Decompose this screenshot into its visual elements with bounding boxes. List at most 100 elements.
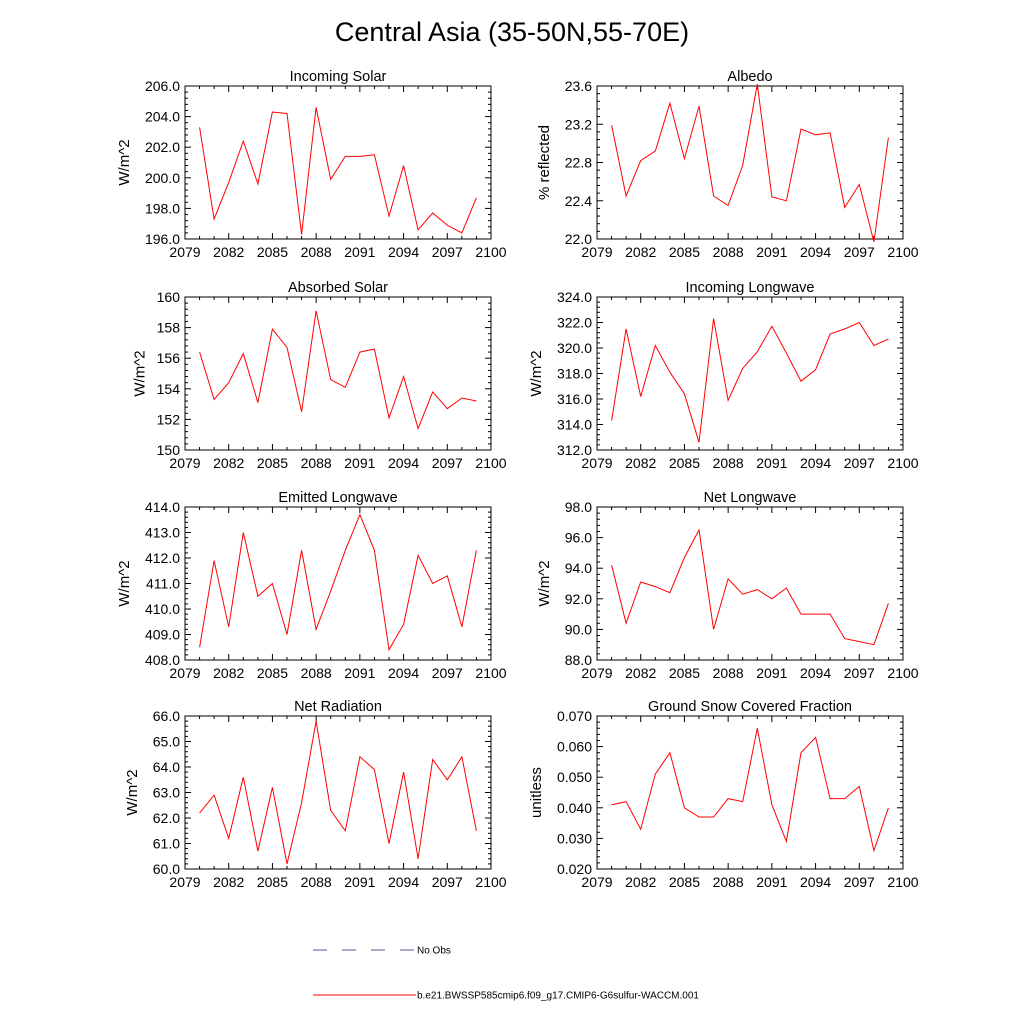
series-line (199, 107, 477, 235)
y-tick-label: 60.0 (153, 861, 180, 877)
x-tick-label: 2088 (713, 244, 744, 260)
y-tick-label: 0.070 (557, 708, 592, 724)
x-tick-label: 2094 (800, 874, 831, 890)
y-tick-label: 88.0 (565, 652, 592, 668)
y-tick-label: 66.0 (153, 708, 180, 724)
y-axis-label: W/m^2 (124, 769, 141, 815)
plot-frame (596, 715, 904, 870)
x-tick-label: 2091 (756, 874, 787, 890)
x-tick-label: 2097 (432, 665, 463, 681)
x-tick-label: 2079 (581, 665, 612, 681)
x-tick-label: 2082 (213, 874, 244, 890)
y-tick-label: 0.050 (557, 769, 592, 785)
x-tick-label: 2097 (432, 455, 463, 471)
x-tick-label: 2091 (756, 665, 787, 681)
chart-title: Incoming Longwave (686, 280, 815, 296)
x-tick-label: 2088 (713, 874, 744, 890)
x-tick-label: 2085 (257, 244, 288, 260)
x-tick-label: 2094 (388, 665, 419, 681)
y-tick-label: 414.0 (145, 499, 180, 515)
series-line (611, 318, 889, 443)
x-tick-label: 2094 (388, 874, 419, 890)
y-tick-label: 322.0 (557, 315, 592, 331)
chart-panel-ground-snow-covered-fraction: Ground Snow Covered Fraction 2079 2082 2085… (528, 699, 919, 890)
x-tick-label: 2082 (625, 244, 656, 260)
y-tick-label: 23.6 (565, 78, 592, 94)
x-tick-label: 2085 (669, 874, 700, 890)
x-tick-label: 2082 (213, 455, 244, 471)
y-tick-label: 152 (157, 411, 181, 427)
chart-title: Absorbed Solar (288, 280, 388, 296)
chart-panel-incoming-solar: Incoming Solar 2079 2082 2085 2088 2091 2094 20… (116, 69, 507, 260)
chart-title: Emitted Longwave (278, 490, 397, 506)
x-tick-label: 2094 (388, 455, 419, 471)
legend: No Obs b.e21.BWSSP585cmip6.f09_g17.CMIP6… (313, 946, 699, 1002)
x-tick-label: 2082 (625, 665, 656, 681)
chart-panel-emitted-longwave: Emitted Longwave 2079 2082 2085 2088 2091 2094… (116, 490, 507, 681)
y-tick-label: 196.0 (145, 231, 180, 247)
x-tick-label: 2091 (756, 455, 787, 471)
plot-frame (184, 506, 492, 661)
y-tick-label: 156 (157, 350, 181, 366)
x-tick-label: 2085 (669, 665, 700, 681)
y-tick-label: 94.0 (565, 560, 592, 576)
x-tick-label: 2088 (301, 244, 332, 260)
y-tick-label: 202.0 (145, 139, 180, 155)
plot-frame (184, 296, 492, 451)
x-tick-label: 2088 (713, 665, 744, 681)
y-tick-label: 312.0 (557, 442, 592, 458)
y-tick-label: 0.040 (557, 800, 592, 816)
y-tick-label: 314.0 (557, 417, 592, 433)
plot-frame (596, 506, 904, 661)
x-tick-label: 2097 (844, 455, 875, 471)
plot-frame (184, 715, 492, 870)
y-axis-label: W/m^2 (132, 350, 149, 396)
series-line (199, 310, 477, 431)
y-tick-label: 63.0 (153, 785, 180, 801)
y-tick-label: 0.060 (557, 739, 592, 755)
y-tick-label: 324.0 (557, 289, 592, 305)
y-tick-label: 410.0 (145, 601, 180, 617)
x-tick-label: 2097 (432, 874, 463, 890)
y-tick-label: 22.0 (565, 231, 592, 247)
y-tick-label: 65.0 (153, 734, 180, 750)
panels: Incoming Solar 2079 2082 2085 2088 2091 2094 20… (116, 69, 919, 890)
chart-panel-incoming-longwave: Incoming Longwave 2079 2082 2085 2088 2091 209… (528, 280, 919, 471)
y-tick-label: 96.0 (565, 530, 592, 546)
x-tick-label: 2088 (301, 665, 332, 681)
legend-label-no-obs: No Obs (417, 946, 451, 957)
y-tick-label: 22.4 (565, 193, 592, 209)
y-tick-label: 61.0 (153, 836, 180, 852)
y-tick-label: 150 (157, 442, 181, 458)
x-tick-label: 2079 (581, 244, 612, 260)
x-tick-label: 2100 (475, 455, 506, 471)
x-tick-label: 2097 (844, 665, 875, 681)
y-tick-label: 204.0 (145, 109, 180, 125)
x-tick-label: 2088 (301, 455, 332, 471)
series-line (199, 721, 477, 865)
x-tick-label: 2094 (388, 244, 419, 260)
x-tick-label: 2091 (344, 874, 375, 890)
x-tick-label: 2100 (887, 244, 918, 260)
x-tick-label: 2100 (475, 244, 506, 260)
y-tick-label: 412.0 (145, 550, 180, 566)
y-tick-label: 200.0 (145, 170, 180, 186)
y-axis-label: % reflected (536, 125, 553, 200)
series-line (199, 513, 477, 652)
x-tick-label: 2094 (800, 244, 831, 260)
chart-title: Albedo (727, 69, 772, 85)
y-axis-label: W/m^2 (116, 560, 133, 606)
y-tick-label: 198.0 (145, 200, 180, 216)
plot-frame (184, 85, 492, 240)
x-tick-label: 2091 (756, 244, 787, 260)
x-tick-label: 2100 (475, 874, 506, 890)
y-tick-label: 90.0 (565, 621, 592, 637)
x-tick-label: 2088 (301, 874, 332, 890)
chart-panel-albedo: Albedo 2079 2082 2085 2088 2091 2094 2097 2100 22… (536, 69, 919, 260)
x-tick-label: 2085 (257, 455, 288, 471)
y-tick-label: 154 (157, 381, 181, 397)
x-tick-label: 2088 (713, 455, 744, 471)
x-tick-label: 2085 (669, 455, 700, 471)
x-tick-label: 2100 (475, 665, 506, 681)
x-tick-label: 2091 (344, 455, 375, 471)
